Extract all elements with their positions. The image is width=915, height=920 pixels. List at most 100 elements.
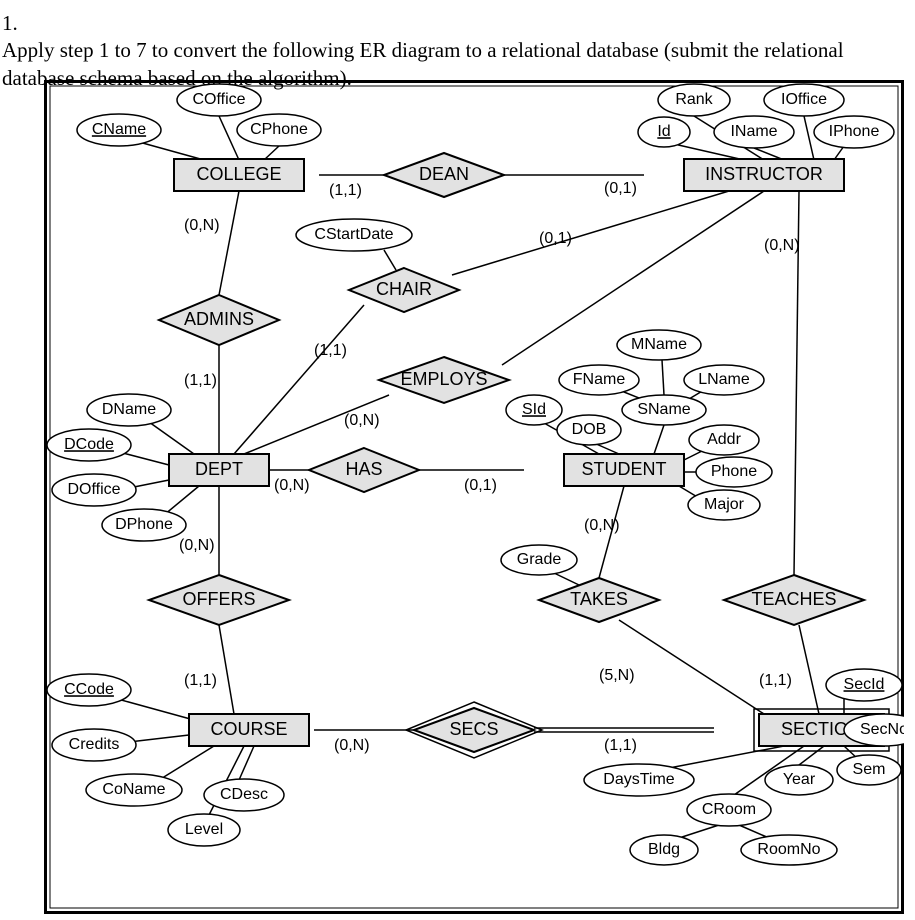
card-dean-instructor: (0,1) [604, 180, 637, 197]
attr-phone: Phone [696, 457, 772, 487]
attr-coffice: COffice [177, 84, 261, 116]
card-secs-section: (1,1) [604, 737, 637, 754]
svg-text:DPhone: DPhone [115, 516, 173, 533]
card-has-student: (0,1) [464, 477, 497, 494]
attr-dphone: DPhone [102, 509, 186, 541]
attr-sname: SName [622, 395, 706, 425]
attr-addr: Addr [689, 425, 759, 455]
attr-grade: Grade [501, 545, 577, 575]
attr-dob: DOB [557, 415, 621, 445]
attr-croom: CRoom [687, 794, 771, 826]
svg-text:MName: MName [631, 336, 687, 353]
rel-dean: DEAN [384, 153, 504, 197]
card-secs-course: (0,N) [334, 737, 370, 754]
er-diagram: DEAN ADMINS CHAIR EMPLOYS HAS OFFERS [44, 80, 904, 914]
svg-text:SECS: SECS [449, 719, 498, 739]
svg-text:INSTRUCTOR: INSTRUCTOR [705, 164, 823, 184]
svg-text:TEACHES: TEACHES [751, 589, 836, 609]
svg-text:Id: Id [657, 123, 670, 140]
attr-lname: LName [684, 365, 764, 395]
svg-text:HAS: HAS [345, 459, 382, 479]
rel-teaches: TEACHES [724, 575, 864, 625]
attr-bldg: Bldg [630, 835, 698, 865]
question-number: 1. [2, 10, 30, 37]
svg-text:SecNo: SecNo [860, 721, 904, 738]
entity-college: COLLEGE [174, 159, 304, 191]
attr-rank: Rank [658, 84, 730, 116]
svg-text:EMPLOYS: EMPLOYS [400, 369, 487, 389]
attr-cdesc: CDesc [204, 779, 284, 811]
svg-text:SecId: SecId [844, 676, 885, 693]
svg-text:DaysTime: DaysTime [603, 771, 675, 788]
svg-text:DOffice: DOffice [67, 481, 120, 498]
attr-mname: MName [617, 330, 701, 360]
svg-text:TAKES: TAKES [570, 589, 628, 609]
svg-text:SId: SId [522, 401, 546, 418]
entity-dept: DEPT [169, 454, 269, 486]
rel-secs: SECS [406, 702, 542, 758]
attr-secid: SecId [826, 669, 902, 701]
svg-text:Phone: Phone [711, 463, 757, 480]
attr-credits: Credits [52, 729, 136, 761]
svg-text:ADMINS: ADMINS [184, 309, 254, 329]
svg-text:COLLEGE: COLLEGE [196, 164, 281, 184]
attr-coname: CoName [86, 774, 182, 806]
svg-text:CPhone: CPhone [250, 121, 308, 138]
card-employs-dept: (0,N) [344, 412, 380, 429]
attr-sid: SId [506, 395, 562, 425]
attr-ioffice: IOffice [764, 84, 844, 116]
svg-text:CDesc: CDesc [220, 786, 268, 803]
attr-doffice: DOffice [52, 474, 136, 506]
svg-text:Sem: Sem [853, 761, 886, 778]
svg-text:Credits: Credits [69, 736, 120, 753]
card-employs-instr: (0,N) [764, 237, 800, 254]
attr-iname: IName [714, 116, 794, 148]
svg-text:CHAIR: CHAIR [376, 279, 432, 299]
svg-text:OFFERS: OFFERS [182, 589, 255, 609]
svg-text:IPhone: IPhone [829, 123, 880, 140]
attr-iphone: IPhone [814, 116, 894, 148]
attr-major: Major [688, 490, 760, 520]
svg-text:CoName: CoName [102, 781, 165, 798]
svg-text:CCode: CCode [64, 681, 114, 698]
attr-level: Level [168, 814, 240, 846]
svg-text:DEAN: DEAN [419, 164, 469, 184]
svg-text:SName: SName [637, 401, 690, 418]
rel-employs: EMPLOYS [379, 357, 509, 403]
svg-text:DEPT: DEPT [195, 459, 243, 479]
svg-text:COURSE: COURSE [210, 719, 287, 739]
entity-student: STUDENT [564, 454, 684, 486]
attr-roomno: RoomNo [741, 835, 837, 865]
card-admins-college: (0,N) [184, 217, 220, 234]
svg-text:DName: DName [102, 401, 156, 418]
card-has-dept: (0,N) [274, 477, 310, 494]
attr-dcode: DCode [47, 429, 131, 461]
page: 1. Apply step 1 to 7 to convert the foll… [0, 0, 915, 920]
svg-text:RoomNo: RoomNo [757, 841, 820, 858]
svg-text:Bldg: Bldg [648, 841, 680, 858]
attr-cphone: CPhone [237, 114, 321, 146]
entity-course: COURSE [189, 714, 309, 746]
attr-daystime: DaysTime [584, 764, 694, 796]
attr-sem: Sem [837, 755, 901, 785]
card-chair-dept: (1,1) [314, 342, 347, 359]
card-chair-instr: (0,1) [539, 230, 572, 247]
rel-admins: ADMINS [159, 295, 279, 345]
svg-text:IOffice: IOffice [781, 91, 827, 108]
svg-text:Rank: Rank [675, 91, 713, 108]
svg-text:DCode: DCode [64, 436, 114, 453]
rel-chair: CHAIR [349, 268, 459, 312]
attr-cname: CName [77, 114, 161, 146]
rel-has: HAS [309, 448, 419, 492]
card-admins-dept: (1,1) [184, 372, 217, 389]
svg-text:Major: Major [704, 496, 745, 513]
attr-id: Id [638, 117, 690, 147]
svg-text:CName: CName [92, 121, 146, 138]
rel-offers: OFFERS [149, 575, 289, 625]
card-takes-student: (0,N) [584, 517, 620, 534]
rel-takes: TAKES [539, 578, 659, 622]
attr-dname: DName [87, 394, 171, 426]
attr-fname: FName [559, 365, 639, 395]
svg-text:Year: Year [783, 771, 816, 788]
attr-ccode: CCode [47, 674, 131, 706]
